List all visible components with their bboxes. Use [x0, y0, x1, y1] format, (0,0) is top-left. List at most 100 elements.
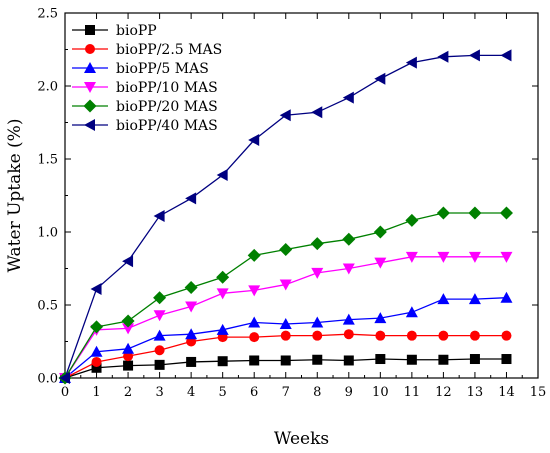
data-point [91, 362, 102, 373]
data-point [249, 355, 260, 366]
data-point [216, 288, 229, 300]
data-point [90, 282, 102, 295]
data-point [405, 213, 419, 227]
x-tick-label: 13 [467, 385, 484, 400]
series-1 [60, 354, 512, 383]
data-point [280, 355, 291, 366]
legend-label: bioPP [116, 23, 157, 39]
data-point [406, 330, 417, 341]
series-layer [58, 49, 513, 385]
x-tick-label: 2 [124, 385, 132, 400]
data-point [217, 356, 228, 367]
data-point [122, 255, 134, 268]
data-point [437, 251, 450, 263]
x-tick-label: 6 [250, 385, 258, 400]
legend-marker [84, 82, 96, 93]
legend-marker [84, 119, 95, 131]
data-point [437, 50, 449, 63]
legend-label: bioPP/20 MAS [116, 99, 218, 115]
data-point [468, 49, 480, 62]
data-point [123, 360, 134, 371]
data-point [500, 49, 512, 62]
series-3 [59, 291, 513, 383]
data-point [343, 329, 354, 340]
data-point [153, 310, 166, 322]
legend-label: bioPP/5 MAS [116, 61, 209, 77]
x-tick-label: 1 [92, 385, 100, 400]
data-point [121, 314, 135, 328]
data-point [280, 330, 291, 341]
legend-entry: bioPP/20 MAS [72, 99, 218, 115]
data-point [248, 134, 260, 147]
axis-layer: 0 1 2 3 4 5 6 7 8 9 10 11 12 13 14 150.00.51.01.52.02.5 [37, 7, 546, 401]
legend-label: bioPP/40 MAS [116, 118, 218, 134]
data-point [216, 169, 228, 182]
data-point [122, 342, 135, 354]
data-point [468, 293, 481, 305]
y-tick-label: 1.0 [37, 226, 58, 241]
data-point [342, 91, 354, 104]
series-6 [59, 49, 512, 384]
y-tick-label: 2.0 [37, 80, 58, 95]
data-point [311, 316, 324, 328]
data-point [342, 263, 355, 275]
data-point [185, 301, 198, 313]
legend-entry: bioPP/40 MAS [72, 118, 218, 134]
x-tick-label: 11 [404, 385, 421, 400]
legend-marker [83, 99, 97, 113]
data-point [91, 356, 102, 367]
data-point [249, 332, 260, 343]
data-point [122, 323, 135, 335]
data-point [405, 306, 418, 318]
data-point [312, 354, 323, 365]
legend-entry: bioPP/2.5 MAS [72, 42, 222, 58]
x-tick-label: 5 [219, 385, 227, 400]
legend-marker [85, 25, 95, 35]
series-5 [58, 206, 513, 385]
data-point [153, 209, 165, 222]
x-tick-label: 3 [155, 385, 163, 400]
legend-entry: bioPP/10 MAS [72, 80, 218, 96]
y-tick-label: 2.5 [37, 7, 58, 22]
data-point [248, 285, 261, 297]
data-point [279, 317, 292, 329]
data-point [405, 56, 417, 69]
data-point [500, 291, 513, 303]
legend: bioPP bioPP/2.5 MAS bioPP/5 MAS bioPP/10 MA… [72, 23, 222, 134]
x-tick-label: 0 [61, 385, 69, 400]
data-point [311, 267, 324, 279]
data-point [184, 280, 198, 294]
data-point [468, 251, 481, 263]
data-point [406, 354, 417, 365]
data-point [438, 354, 449, 365]
data-point [153, 329, 166, 341]
data-point [374, 312, 387, 324]
data-point [375, 330, 386, 341]
data-point [248, 316, 261, 328]
data-point [279, 279, 292, 291]
data-point [468, 206, 482, 220]
legend-entry: bioPP [72, 23, 157, 39]
x-tick-label: 12 [435, 385, 452, 400]
data-point [279, 243, 293, 257]
x-tick-label: 14 [498, 385, 515, 400]
data-point [185, 328, 198, 340]
legend-marker [85, 44, 95, 54]
y-tick-label: 0.5 [37, 299, 58, 314]
data-point [185, 192, 197, 205]
data-point [342, 313, 355, 325]
data-point [279, 109, 291, 122]
series-4 [59, 251, 513, 384]
legend-entry: bioPP/5 MAS [72, 61, 209, 77]
x-tick-label: 15 [530, 385, 547, 400]
data-point [438, 330, 449, 341]
data-point [499, 206, 513, 220]
data-point [437, 293, 450, 305]
data-point [90, 320, 104, 334]
data-point [312, 330, 323, 341]
legend-label: bioPP/10 MAS [116, 80, 218, 96]
legend-label: bioPP/2.5 MAS [116, 42, 222, 58]
legend-marker [84, 62, 96, 73]
y-tick-label: 1.5 [37, 153, 58, 168]
